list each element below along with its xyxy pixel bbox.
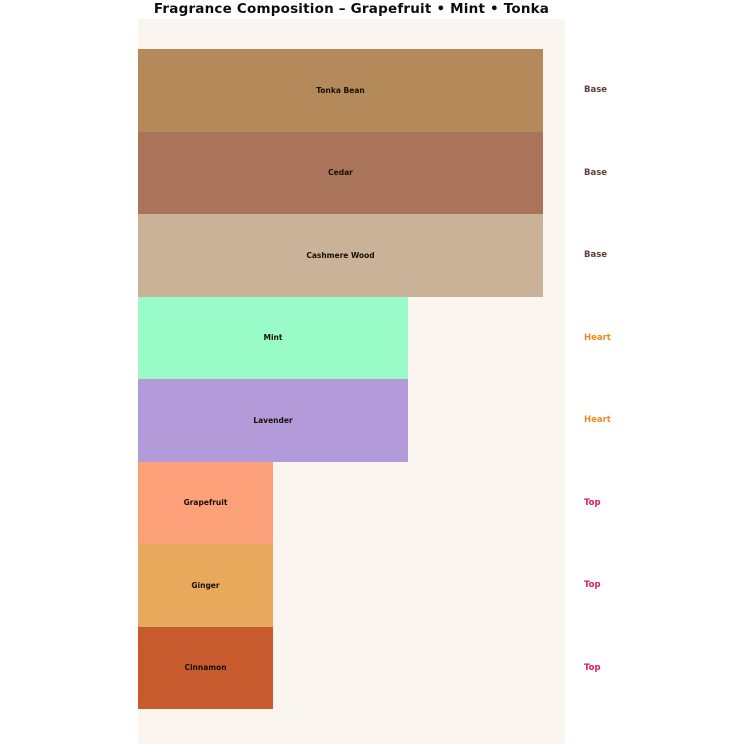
bar-label-tonka-bean: Tonka Bean	[316, 85, 365, 95]
bar-label-cinnamon: Cinnamon	[184, 663, 227, 673]
bar-mint: Mint	[138, 296, 408, 379]
bar-label-grapefruit: Grapefruit	[183, 498, 228, 508]
bar-label-cedar: Cedar	[328, 168, 353, 178]
tier-label-heart-4: Heart	[584, 415, 611, 426]
bar-cinnamon: Cinnamon	[138, 626, 273, 709]
plot-area: Tonka Bean Cedar Cashmere Wood Mint Lavender…	[138, 19, 565, 744]
bar-ginger: Ginger	[138, 544, 273, 627]
tier-label-base-0: Base	[584, 85, 608, 96]
tier-label-heart-3: Heart	[584, 332, 611, 343]
bar-tonka-bean: Tonka Bean	[138, 49, 543, 132]
tier-label-top-5: Top	[584, 497, 601, 508]
bar-cedar: Cedar	[138, 131, 543, 214]
bar-label-cashmere-wood: Cashmere Wood	[306, 250, 375, 260]
tier-label-base-1: Base	[584, 167, 608, 178]
bar-lavender: Lavender	[138, 379, 408, 462]
tier-label-base-2: Base	[584, 250, 608, 261]
chart-title: Fragrance Composition – Grapefruit • Min…	[153, 1, 550, 17]
tier-label-top-6: Top	[584, 580, 601, 591]
bar-label-mint: Mint	[263, 333, 283, 343]
tier-label-top-7: Top	[584, 662, 601, 673]
bar-label-lavender: Lavender	[253, 415, 293, 425]
bar-label-ginger: Ginger	[191, 580, 220, 590]
bar-cashmere-wood: Cashmere Wood	[138, 214, 543, 297]
bar-grapefruit: Grapefruit	[138, 461, 273, 544]
